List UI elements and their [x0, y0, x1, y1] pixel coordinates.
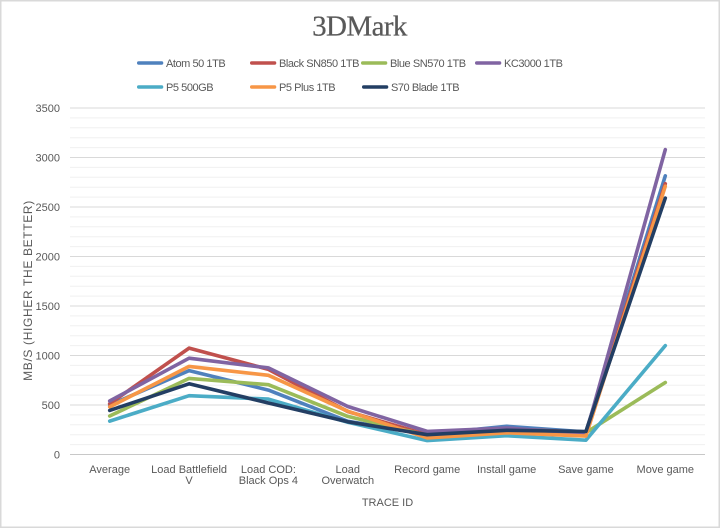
svg-text:Black Ops 4: Black Ops 4	[239, 475, 298, 487]
svg-text:1000: 1000	[36, 351, 60, 363]
svg-text:V: V	[185, 475, 193, 487]
svg-text:Average: Average	[89, 464, 130, 476]
svg-text:Black SN850 1TB: Black SN850 1TB	[279, 58, 359, 70]
svg-text:TRACE ID: TRACE ID	[362, 497, 413, 509]
svg-text:500: 500	[42, 400, 60, 412]
svg-text:KC3000 1TB: KC3000 1TB	[504, 58, 563, 70]
svg-text:0: 0	[54, 450, 60, 462]
svg-text:Move game: Move game	[637, 464, 694, 476]
svg-text:Load COD:: Load COD:	[241, 464, 296, 476]
svg-text:Atom 50 1TB: Atom 50 1TB	[166, 58, 225, 70]
svg-text:Blue SN570 1TB: Blue SN570 1TB	[390, 58, 466, 70]
svg-text:3500: 3500	[36, 103, 60, 115]
svg-text:2000: 2000	[36, 252, 60, 264]
svg-text:P5 500GB: P5 500GB	[166, 82, 213, 94]
svg-text:Save game: Save game	[558, 464, 614, 476]
svg-text:Load Battlefield: Load Battlefield	[151, 464, 227, 476]
svg-text:3DMark: 3DMark	[312, 11, 408, 43]
svg-text:3000: 3000	[36, 153, 60, 165]
svg-text:MB/S (HIGHER THE BETTER): MB/S (HIGHER THE BETTER)	[21, 200, 35, 381]
svg-text:S70 Blade 1TB: S70 Blade 1TB	[391, 82, 459, 94]
svg-text:P5 Plus 1TB: P5 Plus 1TB	[279, 82, 335, 94]
svg-text:1500: 1500	[36, 301, 60, 313]
svg-text:Load: Load	[336, 464, 360, 476]
svg-text:Install game: Install game	[477, 464, 536, 476]
svg-text:Record game: Record game	[394, 464, 460, 476]
svg-text:2500: 2500	[36, 202, 60, 214]
svg-text:Overwatch: Overwatch	[322, 475, 375, 487]
